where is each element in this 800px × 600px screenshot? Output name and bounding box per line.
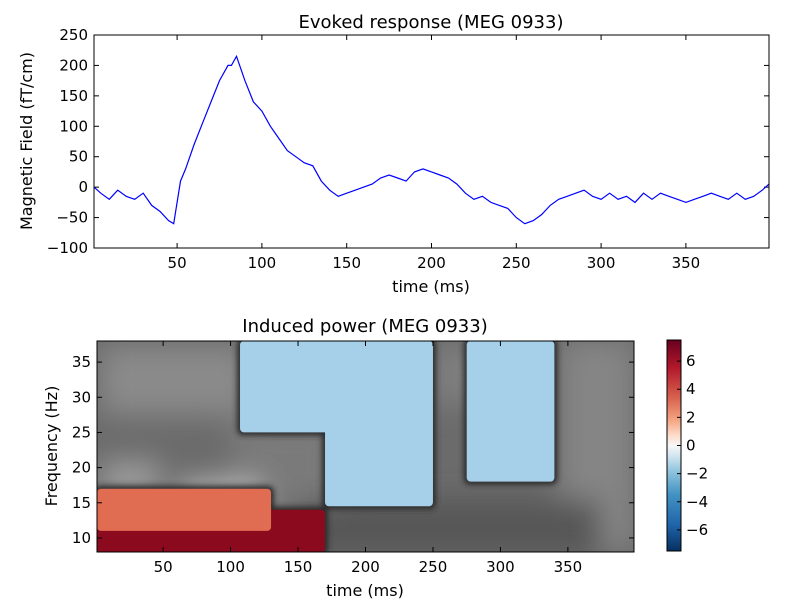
colorbar-tick-label: 2: [686, 408, 696, 426]
colorbar: 6 4 2 0 −2 −4 −6: [666, 339, 708, 552]
evoked-title: Evoked response (MEG 0933): [299, 12, 564, 33]
evoked-x-ticks: 50 100 150 200 250 300 350: [168, 35, 701, 272]
induced-y-tick-label: 30: [72, 388, 91, 406]
cluster-region: [325, 341, 433, 507]
evoked-x-tick-label: 50: [168, 254, 187, 272]
cluster-region: [240, 341, 343, 433]
induced-title: Induced power (MEG 0933): [242, 316, 487, 337]
evoked-xlabel: time (ms): [392, 277, 470, 296]
cluster-fills: [97, 341, 555, 552]
induced-frame: [96, 340, 635, 553]
evoked-chart: Evoked response (MEG 0933) −100 −50 0 50 100…: [17, 12, 770, 296]
evoked-series-line: [94, 54, 769, 225]
induced-y-tick-label: 35: [72, 353, 91, 371]
induced-x-tick-label: 200: [351, 558, 380, 576]
evoked-y-ticks: −100 −50 0 50 100 150 200 250: [47, 26, 769, 257]
induced-x-tick-label: 50: [154, 558, 173, 576]
colorbar-tick-label: 0: [686, 437, 696, 455]
colorbar-ticks: 6 4 2 0 −2 −4 −6: [677, 352, 708, 539]
cluster-region: [466, 341, 555, 482]
induced-x-tick-label: 100: [216, 558, 245, 576]
colorbar-tick-label: 4: [686, 380, 696, 398]
induced-x-tick-label: 150: [284, 558, 313, 576]
induced-x-ticks: 50 100 150 200 250 300 350: [154, 341, 583, 576]
evoked-frame: [93, 34, 770, 249]
evoked-x-tick-label: 200: [417, 254, 446, 272]
cluster-region: [97, 488, 272, 531]
induced-y-tick-label: 10: [72, 529, 91, 547]
evoked-ylabel: Magnetic Field (fT/cm): [17, 52, 36, 230]
induced-heatmap: [97, 341, 634, 552]
induced-x-tick-label: 250: [419, 558, 448, 576]
induced-ylabel: Frequency (Hz): [42, 386, 61, 507]
colorbar-tick-label: −4: [686, 493, 708, 511]
evoked-y-tick-label: 0: [78, 178, 88, 196]
evoked-y-tick-label: 200: [59, 56, 88, 74]
induced-x-tick-label: 300: [486, 558, 515, 576]
evoked-x-tick-label: 100: [248, 254, 277, 272]
induced-y-ticks: 10 15 20 25 30 35: [72, 353, 634, 547]
evoked-y-tick-label: 250: [59, 26, 88, 44]
evoked-y-tick-label: −50: [56, 209, 88, 227]
evoked-x-tick-label: 250: [502, 254, 531, 272]
evoked-y-tick-label: 150: [59, 87, 88, 105]
evoked-y-tick-label: −100: [47, 239, 88, 257]
evoked-x-tick-label: 350: [672, 254, 701, 272]
induced-y-tick-label: 15: [72, 494, 91, 512]
evoked-plot-area: [94, 35, 769, 248]
colorbar-tick-label: 6: [686, 352, 696, 370]
induced-y-tick-label: 25: [72, 423, 91, 441]
colorbar-tick-label: −2: [686, 465, 708, 483]
induced-xlabel: time (ms): [326, 581, 404, 600]
evoked-y-tick-label: 100: [59, 117, 88, 135]
evoked-x-tick-label: 300: [587, 254, 616, 272]
induced-x-tick-label: 350: [554, 558, 583, 576]
colorbar-tick-label: −6: [686, 521, 708, 539]
induced-y-tick-label: 20: [72, 459, 91, 477]
evoked-y-tick-label: 50: [69, 148, 88, 166]
evoked-x-tick-label: 150: [332, 254, 361, 272]
